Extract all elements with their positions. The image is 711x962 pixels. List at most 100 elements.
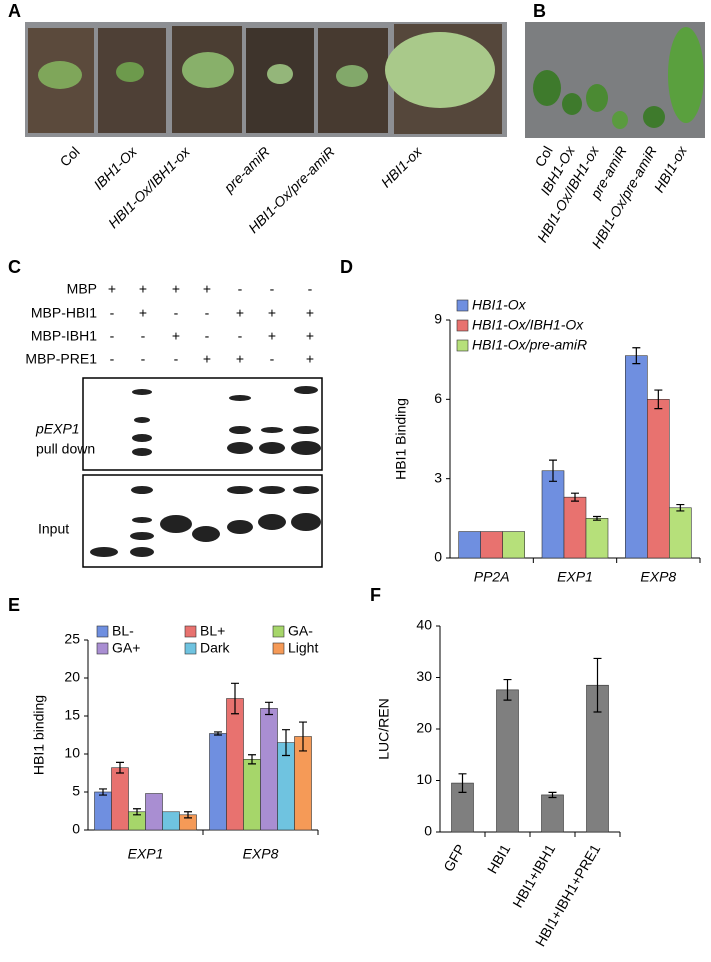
legend-swatch [96,625,109,638]
y-tick-label: 40 [416,617,432,633]
bar [162,811,180,831]
y-tick-label: 0 [72,821,80,837]
sign: + [236,305,244,321]
error-bar [282,729,290,757]
error-bar [248,754,256,765]
legend-label: HBI1-Ox [472,297,527,313]
sample-label: IBH1-Ox [90,143,140,193]
legend-swatch [272,642,285,655]
sign: - [141,351,146,367]
x-tick-label: EXP1 [557,569,593,585]
y-tick-label: 25 [64,631,80,647]
bar [541,470,565,559]
bar [243,759,261,831]
error-bar [184,811,192,819]
sign: - [238,281,243,297]
bar [209,733,227,831]
y-tick-label: 0 [424,823,432,839]
panel-label: E [8,595,20,615]
y-tick-label: 20 [416,720,432,736]
row-label: MBP [67,281,97,297]
error-bar [632,347,641,365]
legend-label: HBI1-Ox/pre-amiR [472,337,587,353]
sign: + [172,281,180,297]
sign: + [268,305,276,321]
legend-label: GA+ [112,640,140,656]
error-bar [133,808,141,816]
error-bar [116,761,124,774]
row-label: MBP-IBH1 [31,328,97,344]
bar [541,794,564,833]
y-axis-label: LUC/REN [376,698,392,759]
bar [496,689,519,833]
bar [669,507,692,559]
row-label: MBP-HBI1 [31,305,97,321]
bar [563,496,587,559]
sign: - [238,328,243,344]
error-bar [99,788,107,796]
error-bar [549,459,557,482]
x-tick-label: PP2A [474,569,510,585]
sign: - [174,351,179,367]
sign: + [236,351,244,367]
error-bar [503,678,512,701]
x-tick-label: EXP8 [243,846,279,862]
sign: + [172,328,180,344]
error-bar [214,731,222,736]
error-bar [299,721,307,752]
sign: - [205,328,210,344]
y-tick-label: 15 [64,707,80,723]
bar [145,793,163,831]
sample-label: HBI1-ox [378,143,426,191]
x-tick-label: HBI1+IBH1 [509,841,558,910]
y-tick-label: 6 [434,390,442,406]
photo-b [525,22,705,138]
y-tick-label: 20 [64,669,80,685]
legend-swatch [272,625,285,638]
bar [260,708,278,831]
legend-swatch [456,339,469,352]
legend-swatch [96,642,109,655]
error-bar [231,682,239,715]
bar [502,531,525,559]
error-bar [571,492,579,502]
sign: - [110,351,115,367]
sign: - [308,281,313,297]
panel-label: A [8,1,21,21]
sample-label: pre-amiR [220,143,273,196]
error-bar [265,701,273,716]
bar [458,531,481,559]
bar [647,399,670,559]
bar [625,355,648,559]
sign: + [268,328,276,344]
x-tick-label: EXP1 [128,846,164,862]
sign: - [110,328,115,344]
sign: + [306,351,314,367]
x-tick-label: HBI1 [484,841,514,876]
sign: + [306,305,314,321]
y-axis-label: HBI1 Binding [393,398,409,480]
sign: + [203,351,211,367]
error-bar [593,657,602,713]
legend-label: BL+ [200,623,225,639]
blot [82,377,323,568]
x-tick-label: EXP8 [640,569,676,585]
legend-swatch [184,642,197,655]
legend-label: Light [288,640,318,656]
y-tick-label: 3 [434,469,442,485]
sign: + [306,328,314,344]
sign: - [205,305,210,321]
sample-label: Col [57,143,83,169]
sign: - [110,305,115,321]
error-bar [593,515,601,521]
blot-label: Input [38,521,69,537]
sign: - [174,305,179,321]
legend-swatch [456,299,469,312]
bar [480,531,503,559]
legend-label: HBI1-Ox/IBH1-Ox [472,317,584,333]
legend-label: Dark [200,640,231,656]
y-tick-label: 10 [64,745,80,761]
sign: + [139,305,147,321]
sign: + [203,281,211,297]
photo-a [25,22,507,137]
